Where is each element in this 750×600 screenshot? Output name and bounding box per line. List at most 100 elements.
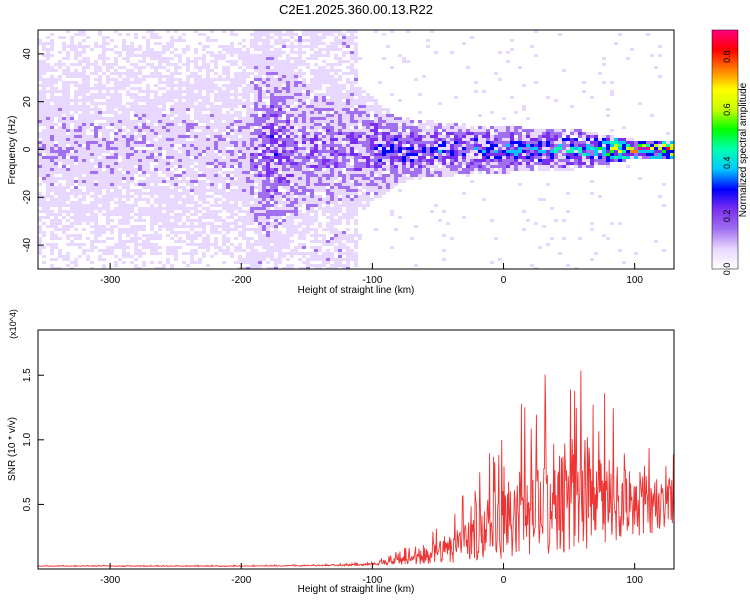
heatmap-cell [122, 201, 126, 204]
heatmap-cell [38, 162, 42, 165]
heatmap-cell [214, 111, 218, 114]
heatmap-cell [50, 63, 54, 66]
heatmap-cell [166, 66, 170, 69]
heatmap-cell [174, 108, 178, 111]
heatmap-cell [178, 159, 182, 162]
heatmap-cell [162, 243, 166, 246]
heatmap-cell [242, 177, 246, 180]
heatmap-cell [110, 231, 114, 234]
heatmap-cell [214, 138, 218, 141]
heatmap-cell [58, 210, 62, 213]
heatmap-cell [38, 69, 42, 72]
heatmap-cell [290, 153, 294, 156]
heatmap-cell [54, 111, 58, 114]
heatmap-cell [226, 159, 230, 162]
heatmap-cell [282, 240, 286, 243]
heatmap-cell [218, 129, 222, 132]
heatmap-cell [258, 117, 262, 120]
heatmap-cell [74, 159, 78, 162]
heatmap-cell [178, 108, 182, 111]
heatmap-cell [126, 123, 130, 126]
heatmap-cell [242, 174, 246, 177]
heatmap-cell [86, 192, 90, 195]
heatmap-cell [230, 87, 234, 90]
heatmap-cell [130, 252, 134, 255]
heatmap-cell [214, 159, 218, 162]
heatmap-cell [250, 168, 254, 171]
heatmap-cell [310, 147, 314, 150]
heatmap-cell [230, 156, 234, 159]
heatmap-cell [202, 75, 206, 78]
heatmap-cell [254, 99, 258, 102]
heatmap-cell [174, 90, 178, 93]
heatmap-cell [38, 159, 42, 162]
heatmap-cell [222, 51, 226, 54]
heatmap-cell [274, 132, 278, 135]
heatmap-cell [254, 228, 258, 231]
heatmap-cell [42, 105, 46, 108]
heatmap-cell [94, 162, 98, 165]
heatmap-cell [86, 258, 90, 261]
heatmap-cell [138, 93, 142, 96]
heatmap-cell [98, 111, 102, 114]
heatmap-cell [82, 90, 86, 93]
heatmap-cell [158, 201, 162, 204]
heatmap-cell [38, 216, 42, 219]
heatmap-cell [266, 267, 270, 269]
heatmap-cell [150, 117, 154, 120]
heatmap-cell [286, 150, 290, 153]
heatmap-cell [190, 192, 194, 195]
heatmap-cell [86, 261, 90, 264]
heatmap-cell [202, 150, 206, 153]
heatmap-cell [234, 135, 238, 138]
heatmap-cell [258, 84, 262, 87]
heatmap-cell [78, 165, 82, 168]
heatmap-cell [86, 84, 90, 87]
heatmap-cell [114, 177, 118, 180]
heatmap-cell [150, 138, 154, 141]
heatmap-cell [198, 63, 202, 66]
heatmap-cell [82, 267, 86, 269]
heatmap-cell [170, 192, 174, 195]
heatmap-cell [66, 126, 70, 129]
heatmap-cell [50, 198, 54, 201]
heatmap-cell [218, 123, 222, 126]
heatmap-cell [58, 108, 62, 111]
heatmap-cell [102, 183, 106, 186]
heatmap-cell [110, 87, 114, 90]
heatmap-cell [246, 36, 250, 39]
heatmap-cell [66, 30, 70, 33]
heatmap-cell [210, 30, 214, 33]
heatmap-cell [178, 147, 182, 150]
heatmap-cell [222, 234, 226, 237]
heatmap-cell [102, 51, 106, 54]
heatmap-cell [238, 162, 242, 165]
heatmap-cell [170, 60, 174, 63]
heatmap-cell [194, 222, 198, 225]
heatmap-cell [274, 126, 278, 129]
heatmap-cell [182, 162, 186, 165]
heatmap-cell [98, 192, 102, 195]
heatmap-cell [306, 138, 310, 141]
heatmap-cell [42, 96, 46, 99]
heatmap-cell [74, 222, 78, 225]
heatmap-cell [170, 165, 174, 168]
heatmap-cell [278, 144, 282, 147]
heatmap-cell [50, 207, 54, 210]
heatmap-cell [166, 126, 170, 129]
heatmap-cell [94, 141, 98, 144]
heatmap-cell [274, 96, 278, 99]
heatmap-cell [266, 48, 270, 51]
heatmap-cell [146, 192, 150, 195]
heatmap-cell [306, 153, 310, 156]
heatmap-cell [66, 162, 70, 165]
heatmap-cell [98, 201, 102, 204]
heatmap-cell [202, 117, 206, 120]
heatmap-cell [270, 138, 274, 141]
heatmap-cell [206, 39, 210, 42]
heatmap-cell [270, 234, 274, 237]
heatmap-cell [134, 69, 138, 72]
heatmap-cell [82, 96, 86, 99]
heatmap-cell [66, 120, 70, 123]
heatmap-cell [134, 216, 138, 219]
